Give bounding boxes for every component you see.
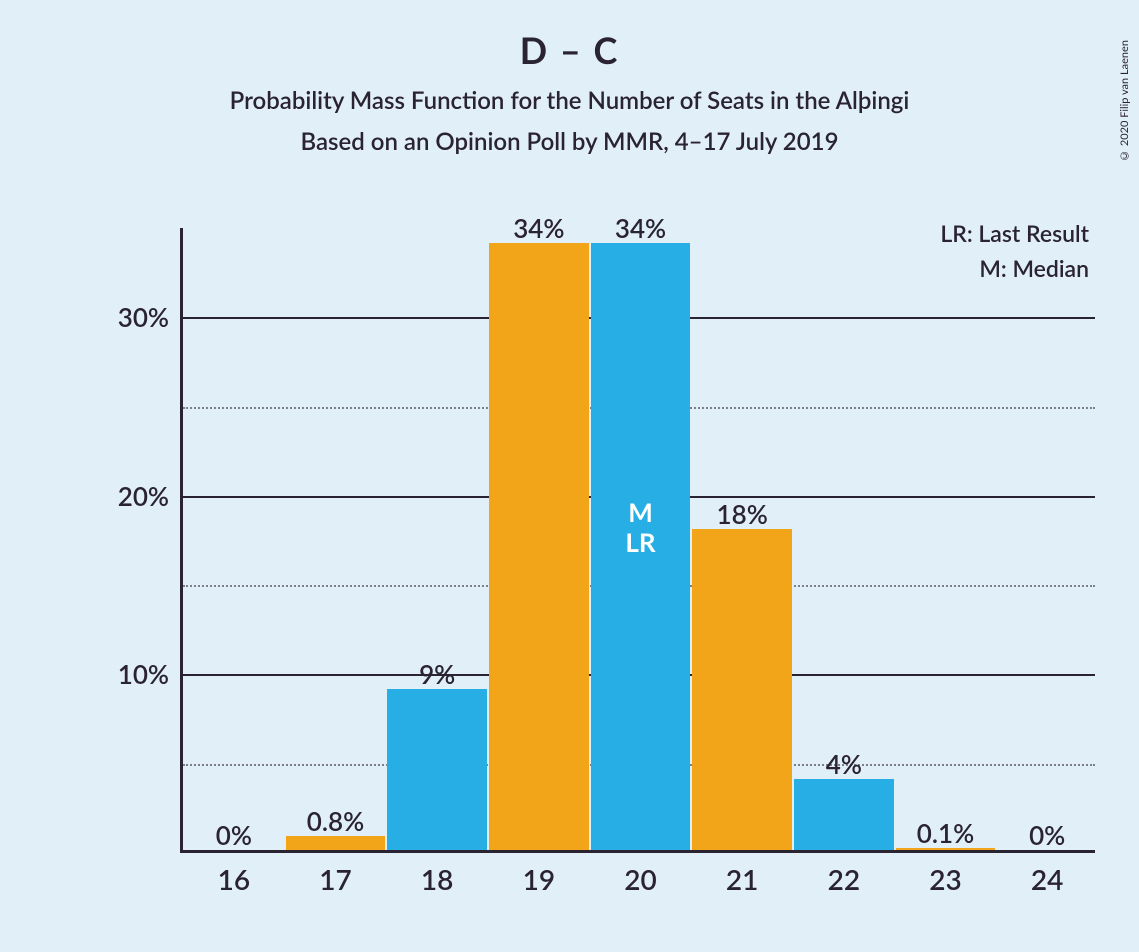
bar — [692, 529, 792, 850]
bar-value-label: 0.8% — [307, 805, 364, 837]
bar — [489, 243, 589, 850]
x-tick-label: 18 — [421, 862, 453, 896]
x-tick-label: 17 — [319, 862, 351, 896]
bar — [387, 689, 487, 850]
x-tick-label: 16 — [218, 862, 250, 896]
bar-value-label: 0.1% — [917, 817, 974, 849]
x-tick-label: 20 — [624, 862, 656, 896]
bar-value-label: 9% — [419, 658, 455, 690]
chart-subtitle-1: Probability Mass Function for the Number… — [0, 86, 1139, 115]
x-tick-label: 22 — [828, 862, 860, 896]
bar — [794, 779, 894, 850]
x-tick-label: 21 — [726, 862, 758, 896]
y-tick-label: 20% — [99, 480, 169, 512]
bar-value-label: 0% — [216, 819, 252, 851]
chart-subtitle-2: Based on an Opinion Poll by MMR, 4–17 Ju… — [0, 127, 1139, 156]
copyright-text: © 2020 Filip van Laenen — [1118, 40, 1131, 162]
chart-title: D – C — [0, 28, 1139, 72]
plot-wrap: 10%20%30%0%160.8%179%1834%1934%20MLR18%2… — [105, 228, 1095, 853]
bar — [286, 836, 386, 850]
bar-value-label: 0% — [1029, 819, 1065, 851]
x-tick-label: 23 — [929, 862, 961, 896]
y-tick-label: 30% — [99, 301, 169, 333]
bar-value-label: 4% — [826, 748, 862, 780]
y-tick-label: 10% — [99, 658, 169, 690]
bar-value-label: 18% — [717, 498, 768, 530]
bar-annotation: MLR — [625, 498, 655, 558]
x-tick-label: 24 — [1031, 862, 1063, 896]
plot-area: 10%20%30%0%160.8%179%1834%1934%20MLR18%2… — [180, 228, 1095, 853]
bar-value-label: 34% — [615, 212, 666, 244]
bar-value-label: 34% — [513, 212, 564, 244]
x-tick-label: 19 — [523, 862, 555, 896]
